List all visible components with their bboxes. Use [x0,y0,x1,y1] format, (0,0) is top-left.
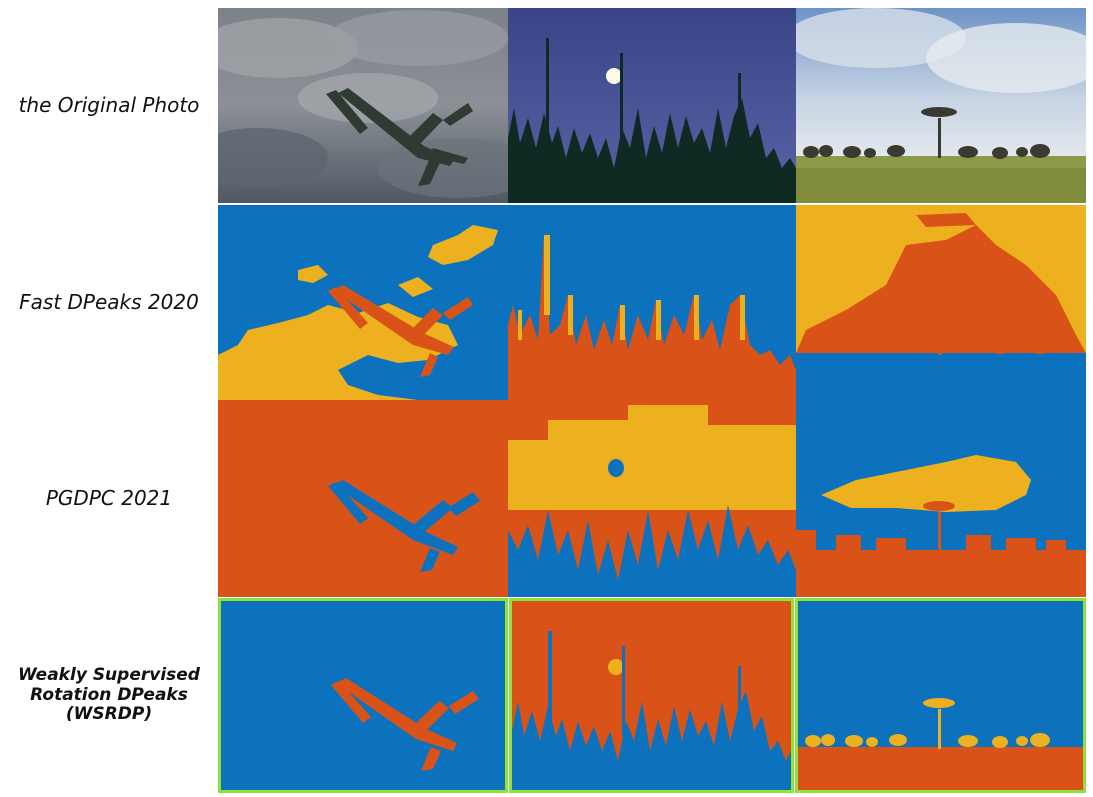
original-airplane-photo [218,8,508,203]
pgdpc-forest [508,400,796,597]
row-label-pgdpc: PGDPC 2021 [0,400,218,597]
fast-dpeaks-airplane [218,205,508,400]
row-label-text: Rotation DPeaks [30,684,188,705]
pgdpc-savanna [796,400,1086,597]
fast-dpeaks-savanna [796,205,1086,400]
row-label-fast-dpeaks: Fast DPeaks 2020 [0,205,218,400]
row-label-text: Weakly Supervised [18,665,200,686]
row-label-text: PGDPC 2021 [45,486,173,510]
row-label-text: the Original Photo [18,93,200,117]
wsrdp-airplane [218,598,508,793]
wsrdp-forest [509,598,794,793]
original-forest-photo [508,8,796,203]
row-label-text: Fast DPeaks 2020 [19,290,199,314]
row-label-wsrdp: Weakly Supervised Rotation DPeaks (WSRDP… [0,598,218,793]
row-label-text: (WSRDP) [65,704,153,725]
original-savanna-photo [796,8,1086,203]
pgdpc-airplane [218,400,508,597]
fast-dpeaks-forest [508,205,796,400]
wsrdp-savanna [795,598,1086,793]
row-label-original: the Original Photo [0,8,218,203]
